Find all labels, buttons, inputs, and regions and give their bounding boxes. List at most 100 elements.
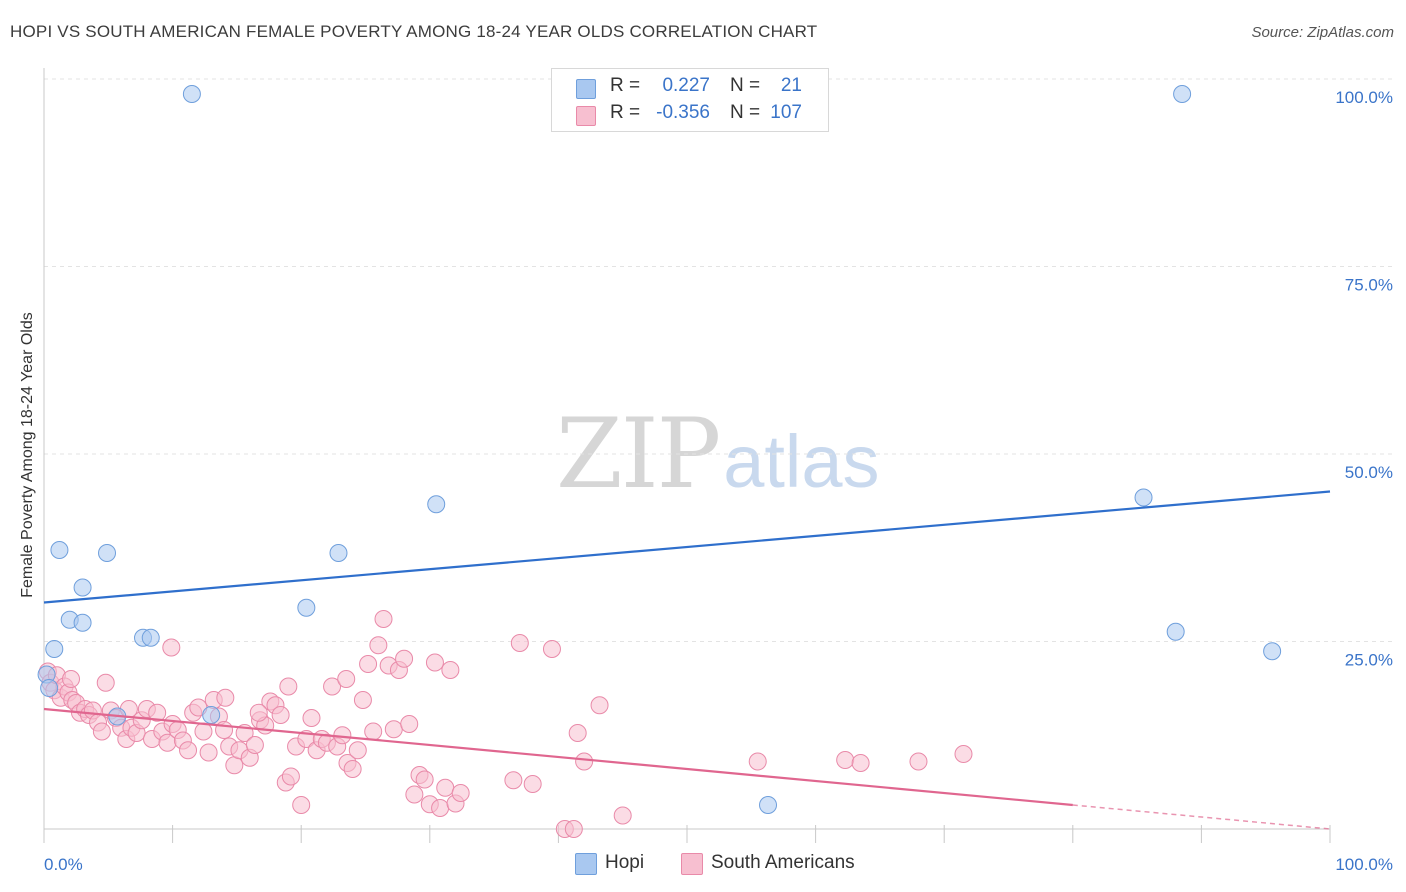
n-value: 107	[770, 102, 802, 123]
south-americans-point	[431, 799, 450, 817]
south-americans-point	[436, 778, 455, 797]
south-americans-point	[292, 796, 311, 814]
x-tick-label-start: 0.0%	[44, 855, 83, 874]
south-americans-point	[245, 736, 264, 754]
south-americans-point	[384, 720, 403, 739]
south-americans-point	[199, 743, 218, 762]
hopi-swatch	[576, 79, 596, 99]
x-tick-label-end: 100.0%	[1335, 855, 1393, 874]
r-label: R =	[610, 75, 641, 96]
south-americans-point	[279, 677, 298, 696]
hopi-point	[98, 544, 117, 562]
hopi-point	[73, 613, 92, 632]
n-label: N =	[730, 75, 761, 96]
south-americans-trend-line	[43, 707, 1073, 807]
south-americans-point	[216, 688, 235, 707]
south-americans-point	[374, 610, 393, 628]
south-americans-point	[395, 649, 414, 668]
y-tick-label: 50.0%	[1345, 463, 1393, 482]
south-americans-point	[215, 721, 234, 739]
south-americans-point	[542, 640, 561, 658]
series-legend: Hopi South Americans	[0, 852, 1406, 878]
south-americans-point	[575, 752, 594, 771]
n-label: N =	[730, 102, 761, 123]
south-americans-point	[96, 673, 115, 692]
source-label: Source: ZipAtlas.com	[1251, 24, 1394, 41]
south-americans-point	[400, 715, 419, 733]
south-americans-points	[38, 610, 973, 838]
south-americans-point	[194, 722, 213, 741]
south-americans-point	[954, 745, 973, 763]
chart-title: HOPI VS SOUTH AMERICAN FEMALE POVERTY AM…	[10, 22, 818, 41]
south-americans-point	[162, 638, 181, 657]
trend-lines	[43, 490, 1331, 830]
south-americans-point	[92, 722, 111, 741]
south-americans-point	[302, 709, 321, 727]
south-americans-point	[441, 661, 460, 679]
south-americans-point	[415, 770, 434, 789]
south-americans-point	[364, 722, 383, 741]
south-americans-point	[348, 741, 367, 760]
south-americans-legend-swatch	[681, 853, 703, 875]
watermark-atlas: atlas	[723, 420, 880, 503]
axes	[43, 68, 1331, 843]
south-americans-point	[510, 634, 529, 652]
hopi-point	[73, 578, 92, 597]
south-americans-point	[564, 820, 583, 838]
south-americans-point	[337, 670, 356, 688]
grid-lines	[44, 78, 1394, 642]
south-americans-point	[225, 756, 244, 775]
south-americans-point	[523, 775, 542, 793]
south-americans-point	[748, 752, 767, 771]
south-americans-point	[504, 771, 523, 790]
hopi-point	[297, 598, 316, 617]
south-americans-swatch	[576, 106, 596, 126]
south-americans-point	[281, 767, 300, 786]
r-value: -0.356	[656, 102, 710, 123]
stats-legend-row-south-americans: R = -0.356 N = 107	[552, 102, 828, 128]
hopi-point	[182, 85, 201, 103]
south-americans-point	[590, 696, 609, 715]
hopi-point	[202, 706, 221, 724]
hopi-point	[329, 544, 348, 562]
y-tick-label: 25.0%	[1345, 651, 1393, 670]
south-americans-point	[249, 703, 268, 722]
n-value: 21	[780, 75, 802, 96]
south-americans-point	[353, 691, 372, 709]
south-americans-point	[613, 806, 632, 825]
south-americans-point	[359, 655, 378, 673]
y-tick-label: 100.0%	[1335, 88, 1393, 107]
south-americans-trend-line-extension	[1072, 804, 1331, 830]
south-americans-point	[909, 752, 928, 771]
hopi-point	[427, 495, 446, 514]
hopi-legend-swatch	[575, 853, 597, 875]
hopi-points	[37, 85, 1282, 814]
hopi-point	[1263, 642, 1282, 661]
south-americans-point	[451, 784, 470, 802]
hopi-point	[1173, 85, 1192, 103]
south-americans-point	[148, 703, 167, 722]
stats-legend: R = 0.227 N = 21 R = -0.356 N = 107	[551, 68, 829, 132]
south-americans-point	[271, 706, 290, 724]
south-americans-point	[425, 653, 444, 672]
south-americans-point	[62, 670, 81, 688]
hopi-point	[759, 796, 778, 814]
south-americans-point	[343, 760, 362, 778]
south-americans-point	[369, 636, 388, 655]
hopi-point	[1134, 488, 1153, 507]
south-americans-point	[179, 741, 198, 760]
hopi-point	[45, 640, 64, 658]
south-americans-point	[836, 751, 855, 769]
stats-legend-row-hopi: R = 0.227 N = 21	[552, 75, 828, 101]
south-americans-point	[568, 724, 587, 742]
south-americans-point	[323, 677, 342, 696]
south-americans-point	[405, 785, 424, 804]
hopi-trend-line	[43, 490, 1331, 604]
south-americans-point	[851, 754, 870, 772]
r-value: 0.227	[662, 75, 710, 96]
legend-label-hopi: Hopi	[605, 852, 645, 873]
legend-label-south-americans: South Americans	[711, 852, 855, 873]
hopi-point	[1166, 622, 1185, 641]
tick-labels: 25.0% 50.0% 75.0% 100.0% 0.0% 100.0%	[44, 88, 1393, 874]
